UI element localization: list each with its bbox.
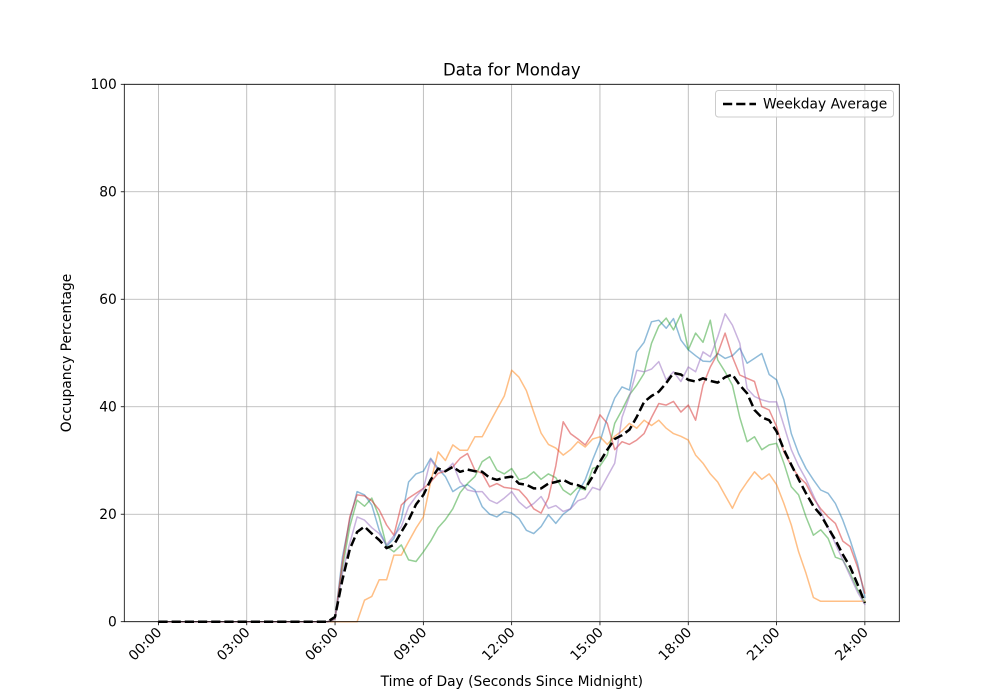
x-tick-label: 00:00 bbox=[126, 625, 165, 664]
legend-label: Weekday Average bbox=[763, 97, 887, 113]
y-tick-label: 40 bbox=[99, 400, 117, 416]
y-axis-label: Occupancy Percentage bbox=[59, 274, 75, 432]
legend: Weekday Average bbox=[715, 90, 894, 118]
x-tick-label: 21:00 bbox=[744, 625, 783, 664]
weekday-average-line bbox=[158, 371, 867, 623]
axes-layer: 00:00 03:00 06:00 09:00 12:00 15:00 18:00 21:00… bbox=[90, 77, 900, 664]
legend-box bbox=[715, 90, 894, 118]
x-tick-label: 18:00 bbox=[656, 625, 695, 664]
grid-layer bbox=[124, 83, 900, 623]
x-tick-label: 24:00 bbox=[832, 625, 871, 664]
x-tick-label: 06:00 bbox=[302, 625, 341, 664]
x-tick-label: 09:00 bbox=[391, 625, 430, 664]
x-axis-label: Time of Day (Seconds Since Midnight) bbox=[380, 674, 643, 690]
x-tick-label: 12:00 bbox=[479, 625, 518, 664]
y-tick-label: 20 bbox=[99, 507, 117, 523]
y-tick-label: 80 bbox=[99, 185, 117, 201]
y-tick-label: 100 bbox=[90, 77, 116, 93]
x-tick-label: 15:00 bbox=[567, 625, 606, 664]
y-tick-label: 0 bbox=[108, 615, 117, 631]
x-tick-label: 03:00 bbox=[214, 625, 253, 664]
y-tick-label: 60 bbox=[99, 292, 117, 308]
chart-title: Data for Monday bbox=[443, 61, 581, 80]
